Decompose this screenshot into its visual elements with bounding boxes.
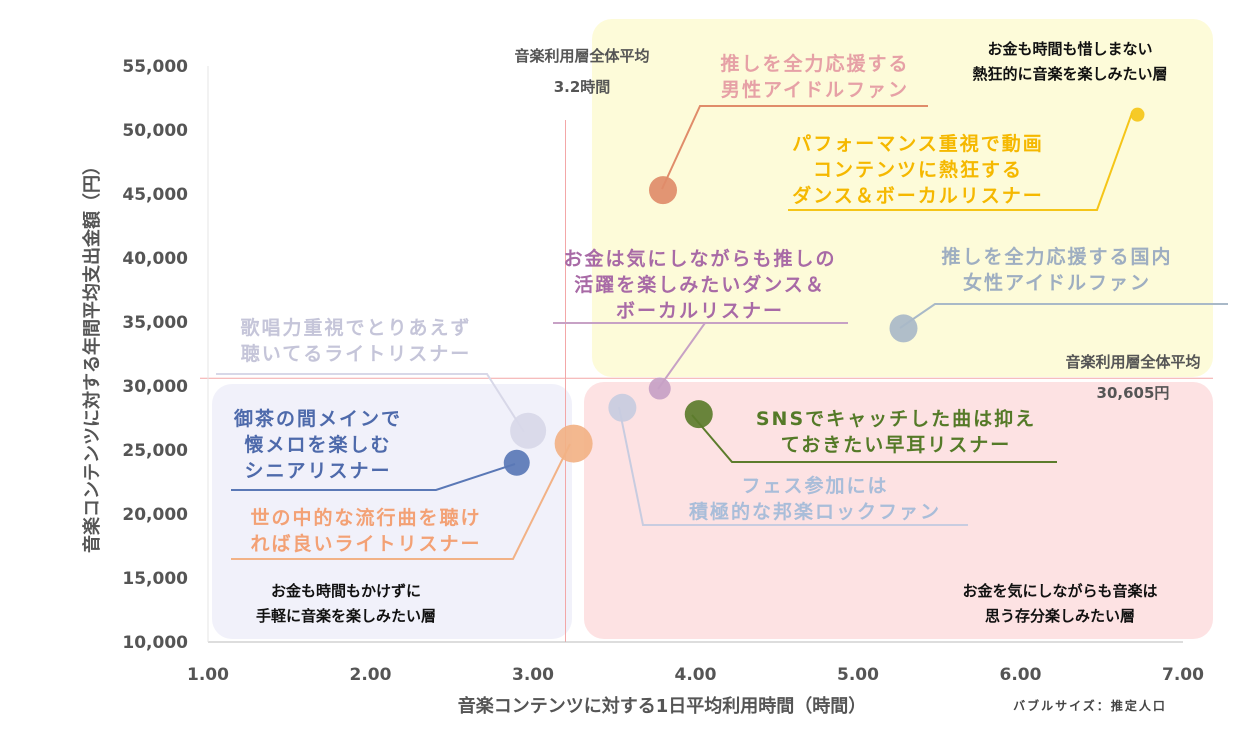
leader-line [618, 406, 968, 526]
bubble-label: 世の中的な流行曲を聴け [250, 506, 481, 529]
x-axis-title: 音楽コンテンツに対する1日平均利用時間（時間） [458, 695, 867, 717]
bubble [649, 176, 677, 205]
y-tick-label: 45,000 [122, 185, 188, 205]
leader-line [553, 322, 848, 390]
y-tick-label: 40,000 [122, 249, 188, 269]
y-tick-label: 50,000 [122, 121, 188, 141]
bubble-label: 聴いてるライトリスナー [241, 343, 471, 365]
x-tick-label: 1.00 [187, 665, 229, 685]
y-tick-label: 10,000 [122, 633, 188, 653]
bubble-label: シニアリスナー [244, 460, 391, 482]
leader-line [691, 414, 1057, 463]
bubble [608, 393, 637, 422]
bubble [510, 412, 547, 449]
bubble-label: お金は気にしながらも推しの [563, 247, 836, 270]
axes: 1.00 2.00 3.00 4.00 5.00 6.00 7.00 10,000 15,000… [81, 57, 1204, 717]
y-tick-label: 15,000 [122, 569, 188, 589]
y-tick-label: 35,000 [122, 313, 188, 333]
x-tick-label: 2.00 [350, 665, 392, 685]
bubble [503, 449, 530, 476]
bubble-label: 女性アイドルファン [963, 271, 1151, 294]
quadrant-backgrounds [212, 19, 1213, 639]
bubble-label: 推しを全力応援する [720, 52, 909, 75]
bubble-label: パフォーマンス重視で動画 [792, 132, 1044, 155]
y-tick-label: 30,000 [122, 377, 188, 397]
y-tick-label: 20,000 [122, 505, 188, 525]
quadrant-bottom-left-label: お金も時間もかけずに [271, 582, 421, 600]
bubble [684, 400, 713, 429]
leader-line [231, 463, 516, 491]
quadrant-bottom-left-bg [212, 384, 572, 639]
bubble-label: 歌唱力重視でとりあえず [240, 316, 471, 339]
average-guides [200, 120, 1213, 642]
quadrant-top-right-label: 熱狂的に音楽を楽しみたい層 [972, 65, 1167, 83]
quadrant-bottom-left-label: 手軽に音楽を楽しみたい層 [256, 607, 436, 625]
bubble-label: 積極的な邦楽ロックファン [689, 500, 941, 523]
y-tick-label: 55,000 [122, 57, 188, 77]
bubble-label: ておきたい早耳リスナー [781, 434, 1011, 456]
avg-x-value: 3.2時間 [554, 78, 611, 96]
bubble-label: 懐メロを楽しむ [244, 433, 391, 456]
quadrant-bottom-right-bg [584, 382, 1213, 639]
x-tick-label: 7.00 [1162, 665, 1204, 685]
y-tick-label: 25,000 [122, 441, 188, 461]
quadrant-bottom-right-label: 思う存分楽しみたい層 [985, 607, 1135, 625]
bubble-label: SNSでキャッチした曲は抑え [756, 408, 1036, 430]
avg-x-label: 音楽利用層全体平均 [514, 47, 649, 65]
leader-line [661, 105, 928, 190]
x-tick-label: 4.00 [675, 665, 717, 685]
quadrant-top-right-bg [592, 19, 1213, 377]
y-axis-title: 音楽コンテンツに対する年間平均支出金額（円） [81, 157, 103, 553]
bubble-labels: 推しを全力応援する男性アイドルファンパフォーマンス重視で動画コンテンツに熱狂する… [233, 52, 1172, 555]
bubble-label: 男性アイドルファン [721, 78, 909, 101]
annotations: お金も時間も惜しまない熱狂的に音楽を楽しみたい層お金も時間もかけずに手軽に音楽を… [256, 40, 1201, 625]
leader-line [788, 112, 1133, 211]
bubble-label: ボーカルリスナー [616, 300, 784, 322]
bubble [1130, 107, 1145, 122]
x-tick-label: 3.00 [512, 665, 554, 685]
bubble [648, 377, 671, 400]
quadrant-top-right-label: お金も時間も惜しまない [987, 40, 1152, 58]
bubble-label: ダンス＆ボーカルリスナー [792, 184, 1044, 207]
bubble-label: 推しを全力応援する国内 [941, 245, 1172, 268]
bubbles [503, 107, 1145, 476]
avg-y-value: 30,605円 [1097, 384, 1170, 402]
bubble-label: 活躍を楽しみたいダンス＆ [574, 273, 826, 296]
x-tick-label: 6.00 [1000, 665, 1042, 685]
bubble-label: 御茶の間メインで [233, 407, 402, 430]
leader-line [216, 373, 525, 433]
bubble-label: コンテンツに熱狂する [813, 158, 1023, 181]
bubble [554, 424, 593, 463]
x-tick-label: 5.00 [837, 665, 879, 685]
bubble-label: フェス参加には [741, 474, 888, 497]
bubble-size-note: バブルサイズ：推定人口 [1013, 698, 1167, 713]
bubble-label: れば良いライトリスナー [250, 532, 481, 555]
leader-line [231, 443, 571, 560]
avg-y-label: 音楽利用層全体平均 [1065, 353, 1200, 371]
bubble [889, 314, 918, 343]
quadrant-bottom-right-label: お金を気にしながらも音楽は [962, 582, 1157, 600]
